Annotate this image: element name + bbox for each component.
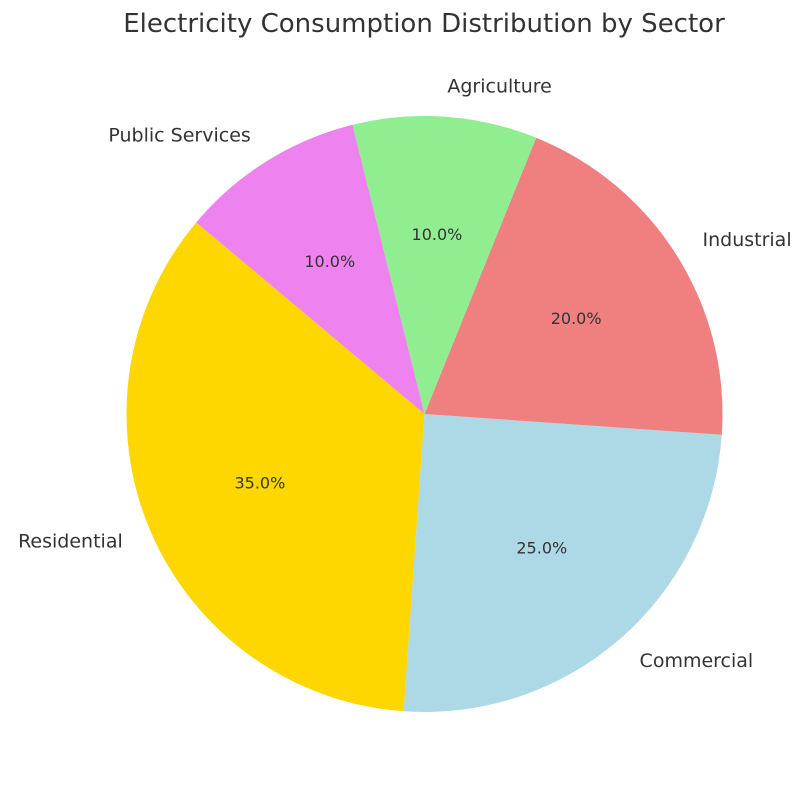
percent-label-public-services: 10.0% xyxy=(304,252,355,271)
chart-title: Electricity Consumption Distribution by … xyxy=(123,9,725,39)
slice-label-residential: Residential xyxy=(18,531,123,553)
slice-label-industrial: Industrial xyxy=(702,229,791,251)
slice-label-agriculture: Agriculture xyxy=(447,75,552,97)
pie-labels: Residential 35.0% Commercial 25.0% Industria… xyxy=(18,75,792,671)
pie-slice-residential xyxy=(126,222,425,712)
pie-slice-agriculture xyxy=(352,116,537,414)
pie-slices xyxy=(126,116,723,712)
pie-slice-public-services xyxy=(196,124,425,415)
percent-label-agriculture: 10.0% xyxy=(412,225,463,244)
percent-label-commercial: 25.0% xyxy=(516,538,567,557)
slice-label-public-services: Public Services xyxy=(108,125,250,147)
pie-slice-industrial xyxy=(424,137,723,435)
pie-slice-commercial xyxy=(403,414,722,712)
percent-label-industrial: 20.0% xyxy=(551,309,602,328)
percent-label-residential: 35.0% xyxy=(234,473,285,492)
slice-label-commercial: Commercial xyxy=(640,650,754,672)
